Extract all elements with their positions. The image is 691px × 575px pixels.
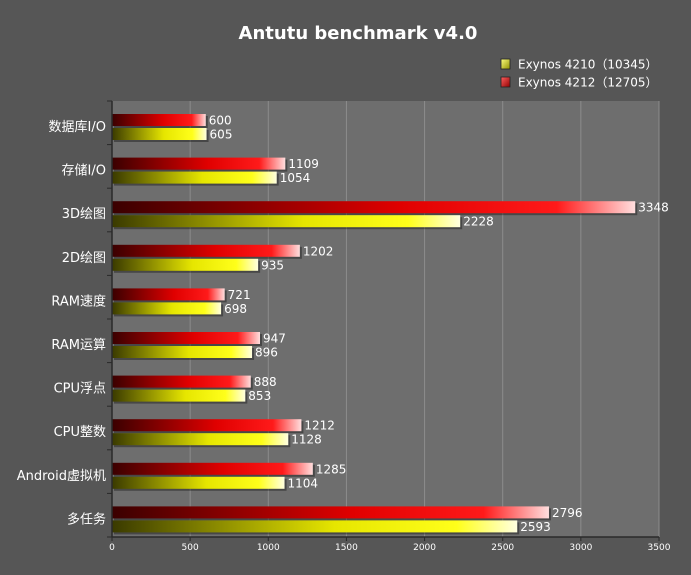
bar-exynos-4210 [112, 433, 289, 446]
category-label: 存储I/O [62, 164, 106, 179]
value-label: 698 [224, 302, 247, 316]
value-label: 1212 [304, 419, 335, 433]
category-label: CPU浮点 [54, 382, 106, 397]
legend-swatch [500, 76, 511, 88]
value-label: 947 [263, 332, 286, 346]
category-label: 2D绘图 [62, 251, 106, 266]
value-label: 1128 [291, 433, 322, 447]
bar-exynos-4212 [112, 288, 225, 301]
value-label: 2593 [520, 520, 551, 534]
bar-exynos-4212 [112, 114, 206, 126]
x-tick-label: 1500 [335, 543, 358, 553]
category-label: 多任务 [67, 511, 106, 527]
value-label: 853 [248, 389, 271, 403]
value-label: 2228 [463, 215, 494, 229]
bar-exynos-4212 [112, 375, 251, 388]
bar-exynos-4212 [112, 462, 313, 475]
bar-exynos-4210 [112, 389, 246, 402]
value-label: 1054 [280, 171, 311, 185]
legend-label: Exynos 4212（12705） [518, 76, 658, 90]
bar-exynos-4210 [112, 215, 461, 228]
bar-exynos-4210 [112, 128, 207, 140]
legend-swatch [500, 58, 511, 70]
bar-exynos-4210 [112, 476, 285, 489]
value-label: 1285 [316, 462, 347, 476]
category-label: 3D绘图 [62, 207, 106, 222]
bar-exynos-4212 [112, 506, 549, 519]
x-tick-label: 500 [182, 543, 199, 553]
value-label: 1109 [288, 157, 319, 171]
value-label: 3348 [638, 201, 669, 215]
bar-exynos-4210 [112, 171, 277, 184]
x-tick-label: 1000 [257, 543, 280, 553]
x-tick-label: 0 [109, 543, 115, 553]
bar-exynos-4210 [112, 346, 253, 358]
category-label: 数据库I/O [49, 119, 106, 135]
value-label: 888 [254, 375, 277, 389]
value-label: 600 [209, 114, 232, 128]
bar-exynos-4210 [112, 302, 222, 315]
x-tick-label: 2500 [491, 543, 514, 553]
category-label: Android虚拟机 [17, 469, 106, 484]
category-labels: 数据库I/O 存储I/O 3D绘图 2D绘图 RAM速度 RAM运算 CPU浮点 CPU整数 A… [17, 119, 106, 527]
value-label: 896 [255, 346, 278, 360]
bar-exynos-4212 [112, 419, 302, 432]
value-label: 605 [210, 128, 233, 142]
x-tick-label: 3500 [648, 543, 671, 553]
bar-exynos-4210 [112, 258, 259, 271]
category-label: CPU整数 [54, 425, 106, 440]
bar-exynos-4210 [112, 520, 518, 533]
x-tick-labels: 0 500 1000 1500 2000 2500 3000 3500 [109, 543, 671, 553]
value-label: 2796 [552, 506, 583, 520]
category-label: RAM速度 [51, 293, 106, 309]
legend: Exynos 4210（10345） Exynos 4212（12705） [500, 58, 658, 90]
bar-exynos-4212 [112, 244, 300, 257]
value-label: 1104 [288, 476, 319, 490]
axes [107, 100, 660, 541]
chart-title: Antutu benchmark v4.0 [239, 23, 478, 44]
category-label: RAM运算 [51, 338, 106, 353]
value-label: 721 [228, 288, 251, 302]
bar-exynos-4212 [112, 332, 261, 344]
bar-exynos-4212 [112, 157, 286, 170]
value-label: 1202 [303, 244, 334, 258]
x-tick-label: 3000 [569, 543, 592, 553]
value-label: 935 [261, 258, 284, 272]
bars [112, 114, 638, 535]
x-tick-label: 2000 [413, 543, 436, 553]
bar-exynos-4212 [112, 201, 636, 214]
legend-label: Exynos 4210（10345） [518, 58, 658, 72]
